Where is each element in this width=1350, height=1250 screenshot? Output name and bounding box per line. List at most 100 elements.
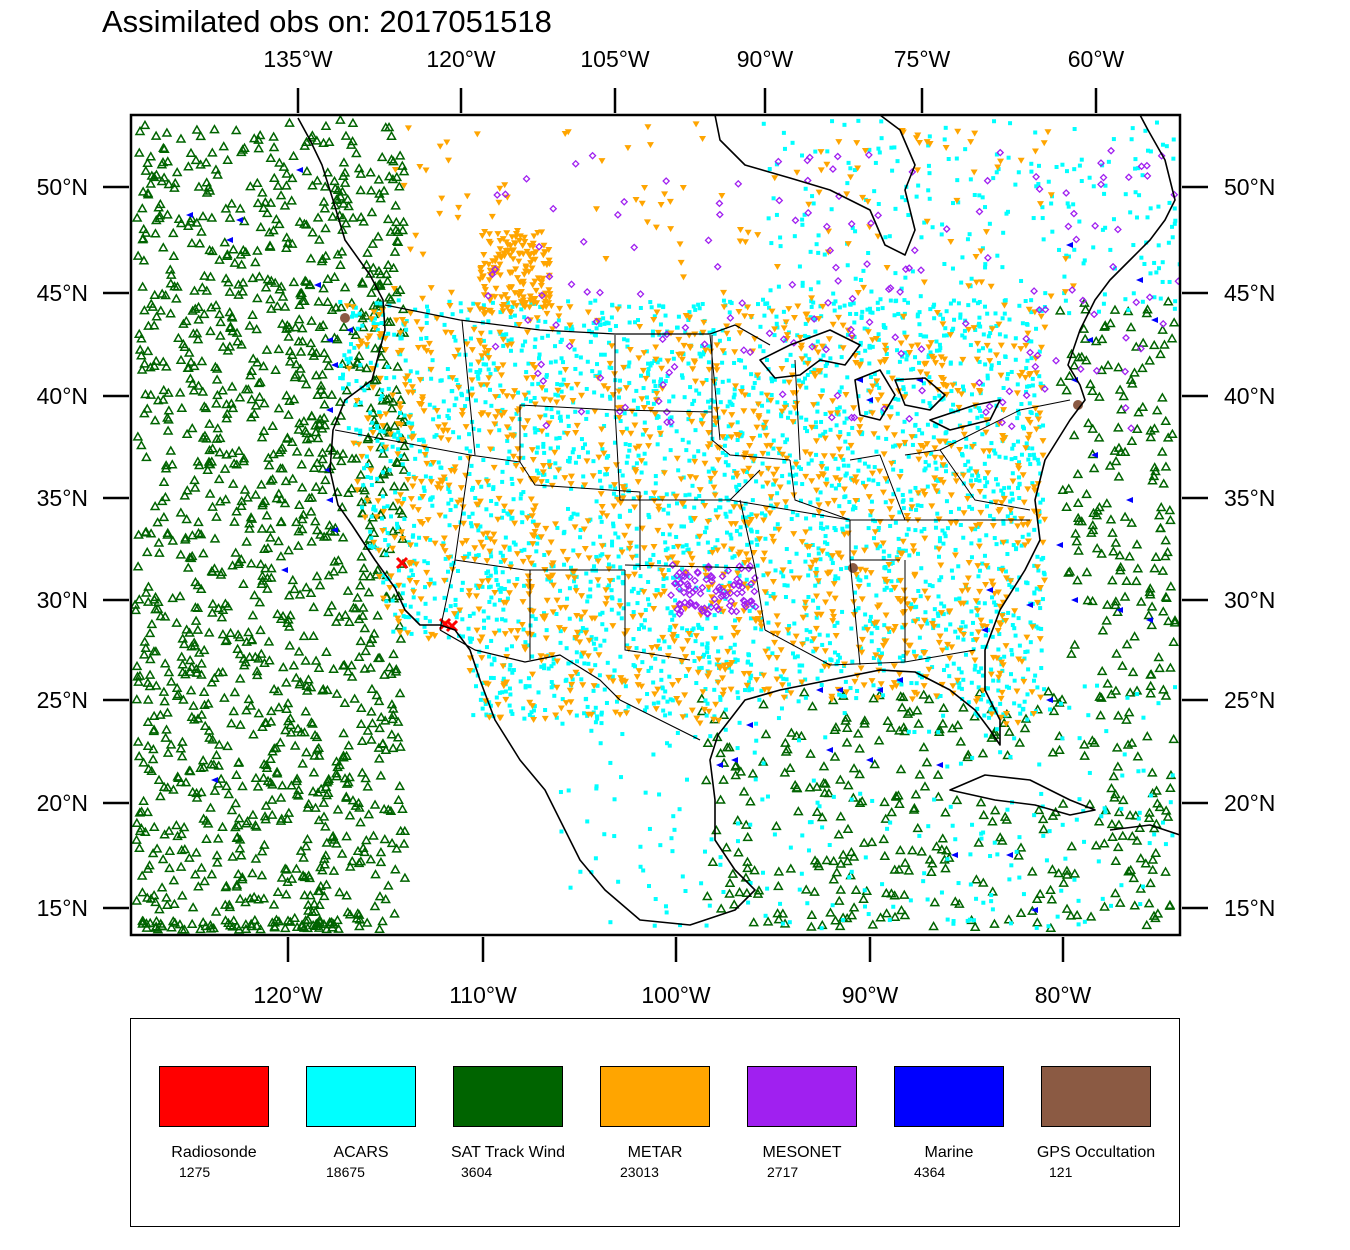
square-dot-marker <box>963 462 968 467</box>
square-dot-marker <box>584 386 589 391</box>
triangle-open-marker <box>318 811 330 821</box>
triangle-open-marker <box>773 866 785 876</box>
triangle-open-marker <box>204 185 216 195</box>
square-dot-marker <box>985 311 990 316</box>
square-dot-marker <box>478 697 483 702</box>
square-dot-marker <box>727 580 732 585</box>
square-dot-marker <box>796 699 801 704</box>
square-dot-marker <box>964 444 969 449</box>
square-dot-marker <box>674 534 679 539</box>
triangle-open-marker <box>387 709 399 719</box>
triangle-open-marker <box>1104 460 1116 470</box>
square-dot-marker <box>831 794 836 799</box>
square-dot-marker <box>1047 829 1052 834</box>
triangle-down-marker <box>870 431 878 438</box>
triangle-open-marker <box>1046 894 1058 904</box>
square-dot-marker <box>487 599 492 604</box>
triangle-open-marker <box>236 259 247 269</box>
triangle-open-marker <box>283 807 295 817</box>
square-dot-marker <box>643 607 648 612</box>
square-dot-marker <box>997 454 1002 459</box>
triangle-open-marker <box>1145 669 1156 679</box>
square-dot-marker <box>1009 863 1014 868</box>
triangle-open-marker <box>289 912 301 922</box>
square-dot-marker <box>735 658 740 663</box>
square-dot-marker <box>663 313 668 318</box>
triangle-open-marker <box>165 445 177 455</box>
square-dot-marker <box>924 334 929 339</box>
triangle-open-marker <box>202 464 213 475</box>
square-dot-marker <box>493 367 498 372</box>
square-dot-marker <box>858 791 863 796</box>
square-dot-marker <box>968 284 973 289</box>
square-dot-marker <box>874 593 879 598</box>
square-dot-marker <box>509 337 514 342</box>
square-dot-marker <box>896 487 901 492</box>
square-dot-marker <box>424 320 429 325</box>
square-dot-marker <box>981 693 986 698</box>
square-dot-marker <box>1039 666 1044 671</box>
triangle-open-marker <box>391 843 402 853</box>
square-dot-marker <box>881 325 886 330</box>
triangle-open-marker <box>918 741 930 752</box>
square-dot-marker <box>915 314 920 319</box>
square-dot-marker <box>638 574 643 579</box>
triangle-open-marker <box>197 386 209 396</box>
triangle-open-marker <box>295 346 307 356</box>
square-dot-marker <box>623 442 628 447</box>
square-dot-marker <box>1039 557 1044 562</box>
square-dot-marker <box>602 321 607 326</box>
triangle-open-marker <box>294 299 305 309</box>
triangle-open-marker <box>199 720 211 730</box>
square-dot-marker <box>1039 648 1044 653</box>
triangle-open-marker <box>234 648 246 659</box>
square-dot-marker <box>399 336 404 341</box>
square-dot-marker <box>521 455 526 460</box>
square-dot-marker <box>423 630 428 635</box>
square-dot-marker <box>737 720 742 725</box>
triangle-down-marker <box>767 397 775 404</box>
square-dot-marker <box>934 424 939 429</box>
square-dot-marker <box>805 637 810 642</box>
square-dot-marker <box>988 854 993 859</box>
square-dot-marker <box>602 687 607 692</box>
square-dot-marker <box>486 569 491 574</box>
square-dot-marker <box>812 367 817 372</box>
square-dot-marker <box>858 340 863 345</box>
triangle-open-marker <box>318 347 330 358</box>
square-dot-marker <box>804 628 809 633</box>
square-dot-marker <box>358 362 363 367</box>
square-dot-marker <box>1103 810 1108 815</box>
triangle-open-marker <box>191 847 202 857</box>
square-dot-marker <box>392 432 397 437</box>
square-dot-marker <box>1133 157 1138 162</box>
square-dot-marker <box>679 373 684 378</box>
square-dot-marker <box>475 374 480 379</box>
square-dot-marker <box>594 786 599 791</box>
triangle-open-marker <box>791 782 803 792</box>
triangle-open-marker <box>161 724 172 734</box>
square-dot-marker <box>856 577 861 582</box>
triangle-open-marker <box>152 517 163 527</box>
square-dot-marker <box>1038 606 1043 611</box>
triangle-open-marker <box>319 853 330 863</box>
square-dot-marker <box>787 623 792 628</box>
triangle-open-marker <box>156 882 168 892</box>
square-dot-marker <box>661 507 666 512</box>
square-dot-marker <box>778 674 783 679</box>
square-dot-marker <box>948 622 953 627</box>
triangle-open-marker <box>265 197 277 207</box>
square-dot-marker <box>1016 411 1021 416</box>
triangle-open-marker <box>346 855 358 866</box>
triangle-open-marker <box>715 747 726 758</box>
triangle-open-marker <box>279 922 291 933</box>
triangle-open-marker <box>249 589 260 600</box>
square-dot-marker <box>718 855 723 860</box>
triangle-open-marker <box>237 277 249 287</box>
square-dot-marker <box>531 708 536 713</box>
square-dot-marker <box>937 539 942 544</box>
square-dot-marker <box>392 434 397 439</box>
triangle-open-marker <box>309 898 320 908</box>
square-dot-marker <box>1001 519 1006 524</box>
square-dot-marker <box>714 563 719 568</box>
